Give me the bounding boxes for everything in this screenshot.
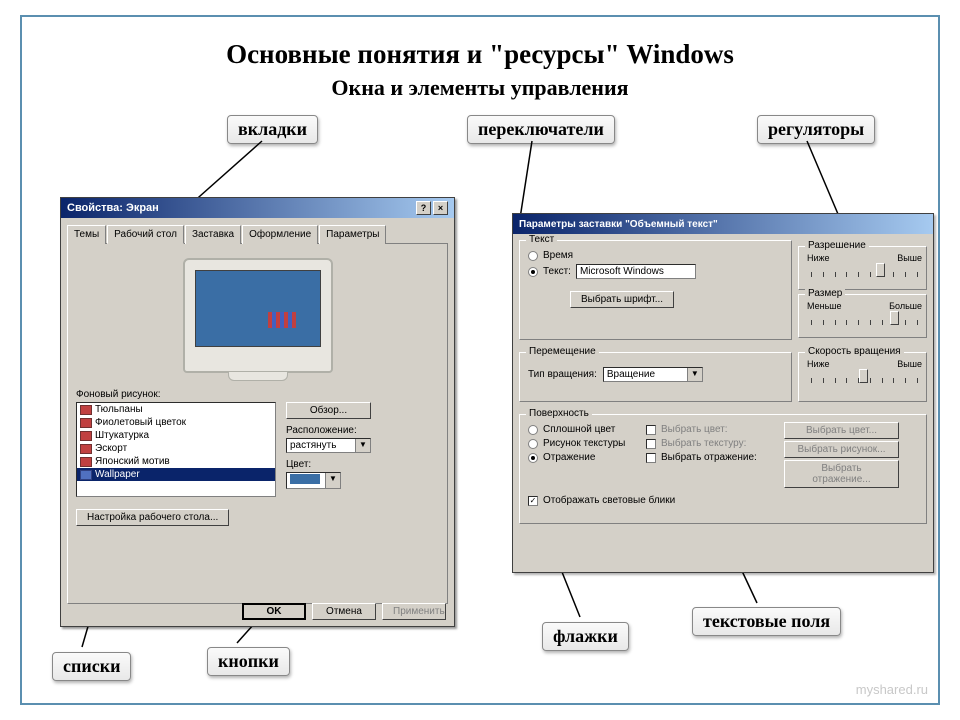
check-texture-row: Выбрать текстуру: [646,438,776,449]
resolution-slider[interactable]: НижеВыше [807,253,922,279]
list-item: Эскорт [77,442,275,455]
image-icon [80,418,92,428]
radio-time-row[interactable]: Время [528,250,783,261]
background-label: Фоновый рисунок: [76,389,439,400]
group-title: Поверхность [526,408,592,419]
screensaver-settings-window: Параметры заставки "Объемный текст" Текс… [512,213,934,573]
checkbox-icon [646,453,656,463]
radio-reflection-row[interactable]: Отражение [528,452,638,463]
main-title: Основные понятия и "ресурсы" Windows [22,39,938,70]
watermark: myshared.ru [856,682,928,697]
window-title: Свойства: Экран [67,202,159,214]
desktop-settings-button[interactable]: Настройка рабочего стола... [76,509,229,526]
image-icon [80,431,92,441]
check-color-row: Выбрать цвет: [646,424,776,435]
tag-tabs: вкладки [227,115,318,144]
list-item-selected: Wallpaper [77,468,275,481]
cancel-button[interactable]: Отмена [312,603,376,620]
check-highlights-row[interactable]: Отображать световые блики [528,495,918,506]
radio-off-icon [528,425,538,435]
checkbox-checked-icon [528,496,538,506]
group-size: Размер МеньшеБольше [798,294,927,338]
window-title: Параметры заставки "Объемный текст" [519,219,718,230]
radio-on-icon [528,267,538,277]
help-button[interactable]: ? [416,201,431,215]
checkbox-icon [646,439,656,449]
tab-desktop[interactable]: Рабочий стол [107,225,184,244]
tag-textfields: текстовые поля [692,607,841,636]
tag-buttons: кнопки [207,647,290,676]
group-title: Текст [526,234,557,245]
radio-on-icon [528,453,538,463]
image-icon [80,457,92,467]
radio-texture-row[interactable]: Рисунок текстуры [528,438,638,449]
slide-frame: Основные понятия и "ресурсы" Windows Окн… [20,15,940,705]
image-icon [80,444,92,454]
group-surface: Поверхность Сплошной цвет Рисунок тексту… [519,414,927,524]
tab-settings[interactable]: Параметры [319,225,386,244]
radio-off-icon [528,439,538,449]
rotation-speed-label: Скорость вращения [805,346,904,357]
radio-off-icon [528,251,538,261]
placement-combo[interactable]: растянуть [286,438,371,453]
group-text: Текст Время Текст: Microsoft Windows Выб… [519,240,792,340]
rotation-combo[interactable]: Вращение [603,367,703,382]
group-rotation-speed: Скорость вращения НижеВыше [798,352,927,402]
color-combo[interactable] [286,472,341,489]
display-properties-window: Свойства: Экран ? × Темы Рабочий стол За… [60,197,455,627]
tab-themes[interactable]: Темы [67,225,106,244]
list-item: Японский мотив [77,455,275,468]
list-item: Фиолетовый цветок [77,416,275,429]
wallpaper-list[interactable]: Тюльпаны Фиолетовый цветок Штукатурка Эс… [76,402,276,497]
choose-texture-button: Выбрать рисунок... [784,441,899,458]
size-label: Размер [805,288,845,299]
ok-button[interactable]: OK [242,603,306,620]
text-input[interactable]: Microsoft Windows [576,264,696,279]
checkbox-icon [646,425,656,435]
tab-panel-desktop: Фоновый рисунок: Тюльпаны Фиолетовый цве… [67,244,448,604]
tab-screensaver[interactable]: Заставка [185,225,241,244]
check-reflection-row[interactable]: Выбрать отражение: [646,452,776,463]
list-item: Тюльпаны [77,403,275,416]
tag-sliders: регуляторы [757,115,875,144]
color-label: Цвет: [286,459,439,470]
tag-radios: переключатели [467,115,615,144]
choose-font-button[interactable]: Выбрать шрифт... [570,291,674,308]
monitor-preview [183,258,333,373]
close-button[interactable]: × [433,201,448,215]
apply-button[interactable]: Применить [382,603,446,620]
placement-label: Расположение: [286,425,439,436]
rotation-type-label: Тип вращения: [528,369,597,380]
group-movement: Перемещение Тип вращения: Вращение [519,352,792,402]
image-icon [80,405,92,415]
tab-strip: Темы Рабочий стол Заставка Оформление Па… [67,224,448,244]
group-title: Перемещение [526,346,599,357]
tab-appearance[interactable]: Оформление [242,225,318,244]
list-item: Штукатурка [77,429,275,442]
radio-text-row[interactable]: Текст: Microsoft Windows [528,264,783,279]
window-titlebar: Параметры заставки "Объемный текст" [513,214,933,234]
rotation-speed-slider[interactable]: НижеВыше [807,359,922,385]
tag-lists: списки [52,652,131,681]
browse-button[interactable]: Обзор... [286,402,371,419]
window-titlebar: Свойства: Экран ? × [61,198,454,218]
sub-title: Окна и элементы управления [22,75,938,101]
radio-solid-row[interactable]: Сплошной цвет [528,424,638,435]
size-slider[interactable]: МеньшеБольше [807,301,922,327]
group-resolution: Разрешение НижеВыше [798,246,927,290]
resolution-label: Разрешение [805,240,869,251]
image-icon [80,470,92,480]
choose-reflection-button: Выбрать отражение... [784,460,899,488]
tag-checkboxes: флажки [542,622,629,651]
choose-color-button: Выбрать цвет... [784,422,899,439]
